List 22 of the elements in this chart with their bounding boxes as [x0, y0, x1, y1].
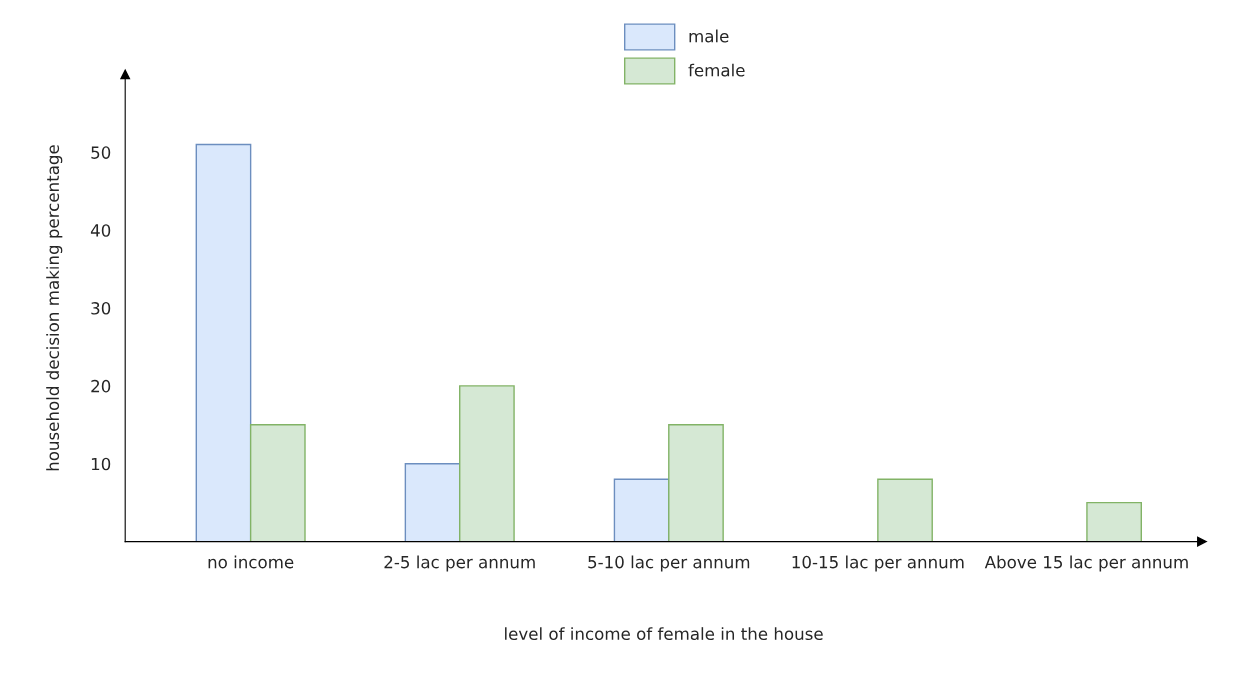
bar — [249, 424, 306, 542]
y-tick-label: 50 — [91, 146, 111, 159]
y-tick-label: 10 — [91, 457, 111, 471]
legend-label: female — [688, 63, 745, 77]
x-tick-label: 2-5 lac per annum — [384, 555, 535, 572]
bar — [459, 385, 515, 542]
y-axis-title: household decision making percentage — [46, 145, 63, 471]
x-tick-label: 5-10 lac per annum — [588, 555, 750, 572]
bar — [877, 478, 933, 542]
y-tick-label: 20 — [91, 379, 111, 393]
bar — [613, 478, 670, 542]
legend-label: male — [689, 29, 729, 43]
bar — [668, 424, 724, 542]
bar — [404, 463, 461, 542]
bar — [195, 143, 252, 542]
x-tick-label: no income — [208, 555, 294, 569]
x-tick-label: Above 15 lac per annum — [984, 555, 1188, 572]
y-tick-label: 30 — [91, 302, 111, 315]
y-tick-label: 40 — [90, 224, 111, 237]
x-tick-label: 10-15 lac per annum — [792, 555, 964, 572]
bar — [1086, 501, 1142, 542]
x-axis-title: level of income of female in the house — [505, 627, 823, 641]
